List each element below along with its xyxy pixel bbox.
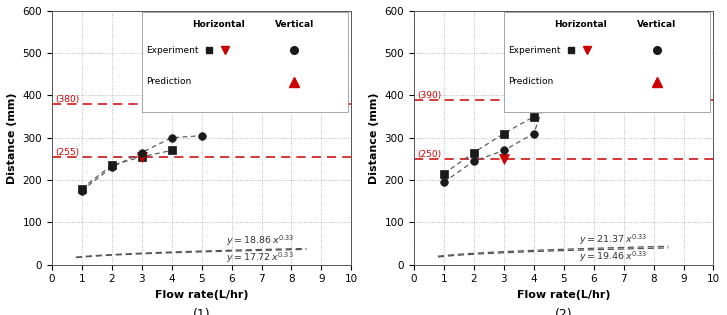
Text: Vertical: Vertical [637,20,676,29]
Text: (380): (380) [55,95,79,104]
Text: $y = 18.86\,x^{0.33}$: $y = 18.86\,x^{0.33}$ [225,233,294,248]
Y-axis label: Distance (mm): Distance (mm) [7,92,17,184]
Text: $y = 21.37\,x^{0.33}$: $y = 21.37\,x^{0.33}$ [579,232,647,247]
Text: (390): (390) [417,91,441,100]
Y-axis label: Distance (mm): Distance (mm) [369,92,379,184]
Text: (250): (250) [417,150,441,159]
Text: (1): (1) [193,308,210,315]
Text: Horizontal: Horizontal [554,20,606,29]
Text: Horizontal: Horizontal [192,20,244,29]
X-axis label: Flow rate(L/hr): Flow rate(L/hr) [517,290,611,300]
Text: Experiment: Experiment [508,46,561,55]
FancyBboxPatch shape [142,12,348,112]
Text: Prediction: Prediction [146,77,191,87]
Text: (2): (2) [555,308,573,315]
Text: $y = 17.72\,x^{0.33}$: $y = 17.72\,x^{0.33}$ [225,250,293,265]
Text: Experiment: Experiment [146,46,198,55]
Text: Prediction: Prediction [508,77,553,87]
X-axis label: Flow rate(L/hr): Flow rate(L/hr) [155,290,249,300]
FancyBboxPatch shape [504,12,710,112]
Text: $y = 19.46\,x^{0.33}$: $y = 19.46\,x^{0.33}$ [579,249,647,264]
Text: Vertical: Vertical [275,20,314,29]
Text: (255): (255) [55,148,79,157]
